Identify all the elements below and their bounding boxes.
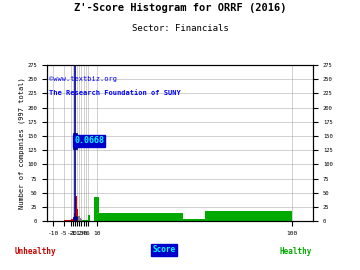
Bar <box>64 220 66 221</box>
Text: Score: Score <box>152 245 175 254</box>
Bar <box>66 220 68 221</box>
Bar <box>86 220 88 221</box>
Bar <box>84 220 85 221</box>
Bar <box>183 218 205 221</box>
Bar <box>85 220 86 221</box>
Bar <box>99 213 183 221</box>
Bar <box>205 211 292 221</box>
Text: 0.0668: 0.0668 <box>74 136 104 145</box>
Bar <box>83 220 84 221</box>
Bar <box>88 215 90 221</box>
Y-axis label: Number of companies (997 total): Number of companies (997 total) <box>18 77 24 209</box>
Text: Sector: Financials: Sector: Financials <box>132 24 228 33</box>
Text: ©www.textbiz.org: ©www.textbiz.org <box>49 76 117 82</box>
Bar <box>68 220 71 221</box>
Bar <box>73 217 74 221</box>
Bar <box>74 213 75 221</box>
Text: Unhealthy: Unhealthy <box>14 247 56 256</box>
Bar <box>71 218 73 221</box>
Text: Z'-Score Histogram for ORRF (2016): Z'-Score Histogram for ORRF (2016) <box>74 3 286 13</box>
Text: The Research Foundation of SUNY: The Research Foundation of SUNY <box>49 90 181 96</box>
Bar <box>94 197 99 221</box>
Text: Healthy: Healthy <box>279 247 311 256</box>
